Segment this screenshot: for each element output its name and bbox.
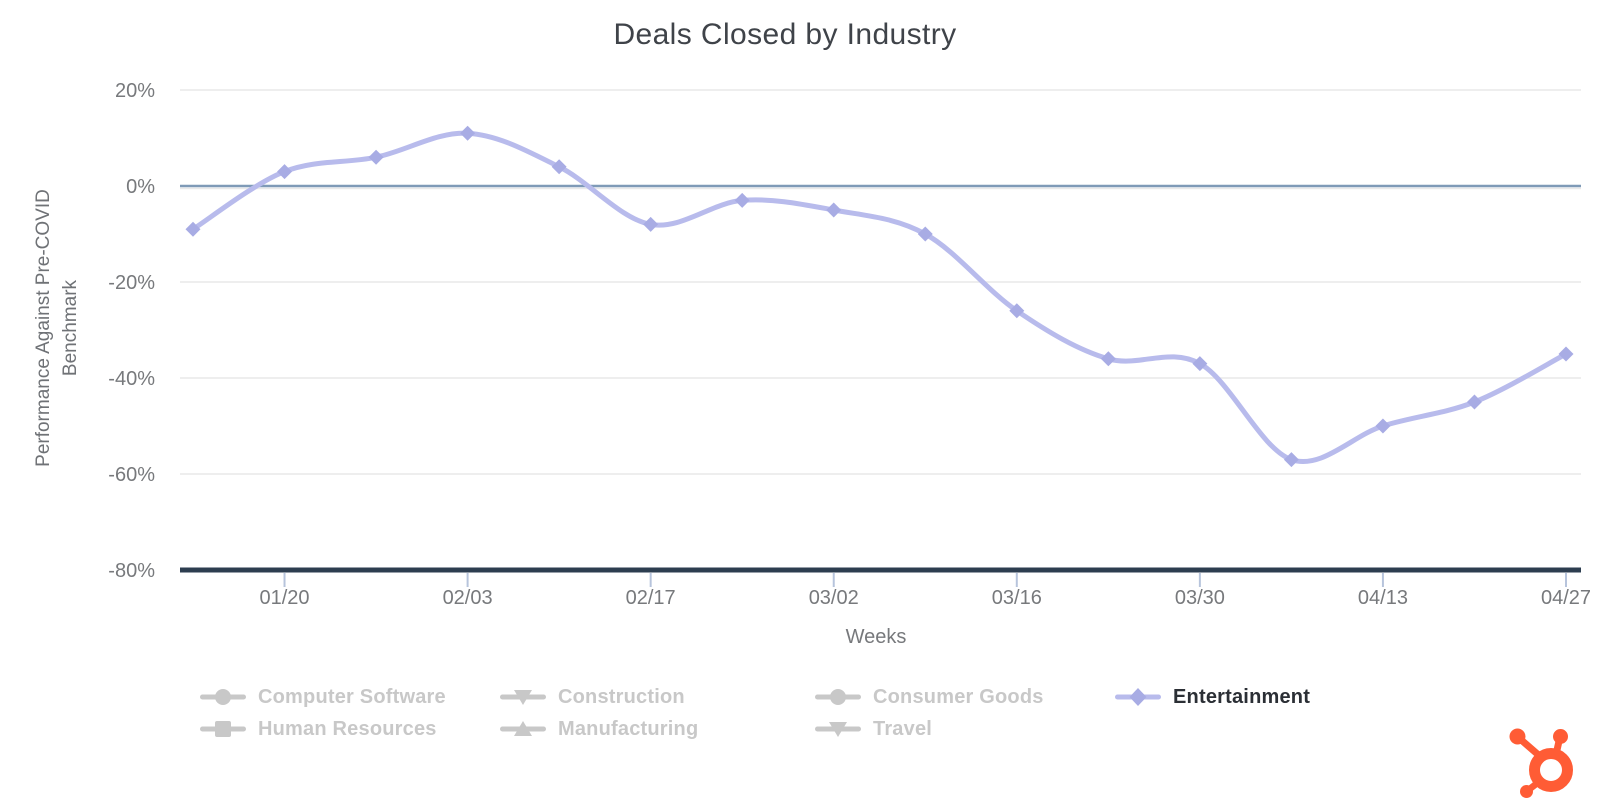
data-point[interactable] <box>368 149 384 165</box>
data-point[interactable] <box>551 159 567 175</box>
x-axis-title: Weeks <box>845 626 907 648</box>
legend-column: Construction Manufacturing <box>500 686 815 740</box>
data-point[interactable] <box>1466 394 1482 410</box>
hubspot-logo-icon <box>1509 728 1573 798</box>
triangle-down-marker-icon <box>500 690 546 705</box>
x-tick-label: 03/30 <box>1175 587 1225 609</box>
triangle-down-marker-icon <box>815 722 861 737</box>
data-point[interactable] <box>1558 346 1574 362</box>
legend-item-label: Travel <box>873 717 933 740</box>
y-tick-label: 0% <box>126 176 155 198</box>
legend-item-label: Entertainment <box>1173 685 1311 708</box>
x-tick-label: 03/02 <box>809 587 859 609</box>
data-point[interactable] <box>826 202 842 218</box>
y-tick-label: 20% <box>115 80 155 102</box>
triangle-up-marker-icon <box>500 721 546 736</box>
x-tick-label: 04/13 <box>1358 587 1408 609</box>
diamond-marker-icon <box>1115 688 1161 706</box>
x-tick-label: 03/16 <box>992 587 1042 609</box>
x-tick-label: 02/17 <box>626 587 676 609</box>
data-point[interactable] <box>460 125 476 141</box>
y-tick-label: -40% <box>108 368 155 390</box>
legend-item-label: Construction <box>558 685 685 708</box>
data-point[interactable] <box>1375 418 1391 434</box>
legend-column: Computer Software Human Resources <box>200 686 500 740</box>
legend-item-manufacturing[interactable]: Manufacturing <box>500 718 815 740</box>
legend-item-consumer-goods[interactable]: Consumer Goods <box>815 686 1115 708</box>
legend-item-label: Computer Software <box>258 685 446 708</box>
x-tick-label: 02/03 <box>443 587 493 609</box>
legend-item-construction[interactable]: Construction <box>500 686 815 708</box>
data-point[interactable] <box>277 164 293 180</box>
legend-column: Entertainment <box>1115 686 1310 708</box>
data-point[interactable] <box>1283 452 1299 468</box>
y-tick-label: -20% <box>108 272 155 294</box>
data-point[interactable] <box>917 226 933 242</box>
circle-marker-icon <box>815 689 861 705</box>
legend-item-computer-software[interactable]: Computer Software <box>200 686 500 708</box>
legend-item-human-resources[interactable]: Human Resources <box>200 718 500 740</box>
data-point[interactable] <box>1009 303 1025 319</box>
data-point[interactable] <box>1192 356 1208 372</box>
legend-column: Consumer Goods Travel <box>815 686 1115 740</box>
x-tick-label: 01/20 <box>260 587 310 609</box>
legend-item-label: Consumer Goods <box>873 685 1044 708</box>
legend-item-entertainment[interactable]: Entertainment <box>1115 686 1310 708</box>
square-marker-icon <box>200 721 246 737</box>
x-tick-label: 04/27 <box>1541 587 1591 609</box>
data-point[interactable] <box>734 192 750 208</box>
data-point[interactable] <box>643 216 659 232</box>
legend-item-label: Human Resources <box>258 717 437 740</box>
legend-item-label: Manufacturing <box>558 717 699 740</box>
data-point[interactable] <box>185 221 201 237</box>
legend: Computer Software Human Resources Construc… <box>200 686 1310 740</box>
circle-marker-icon <box>200 689 246 705</box>
data-point[interactable] <box>1100 351 1116 367</box>
series-line-entertainment <box>190 130 1569 464</box>
y-tick-label: -80% <box>108 560 155 582</box>
plot-svg: 20% 0% -20% -40% -60% -80% 01/20 02/03 02/17 03/0… <box>108 80 1591 609</box>
legend-item-travel[interactable]: Travel <box>815 718 1115 740</box>
y-tick-label: -60% <box>108 464 155 486</box>
chart-title: Deals Closed by Industry <box>613 18 957 51</box>
